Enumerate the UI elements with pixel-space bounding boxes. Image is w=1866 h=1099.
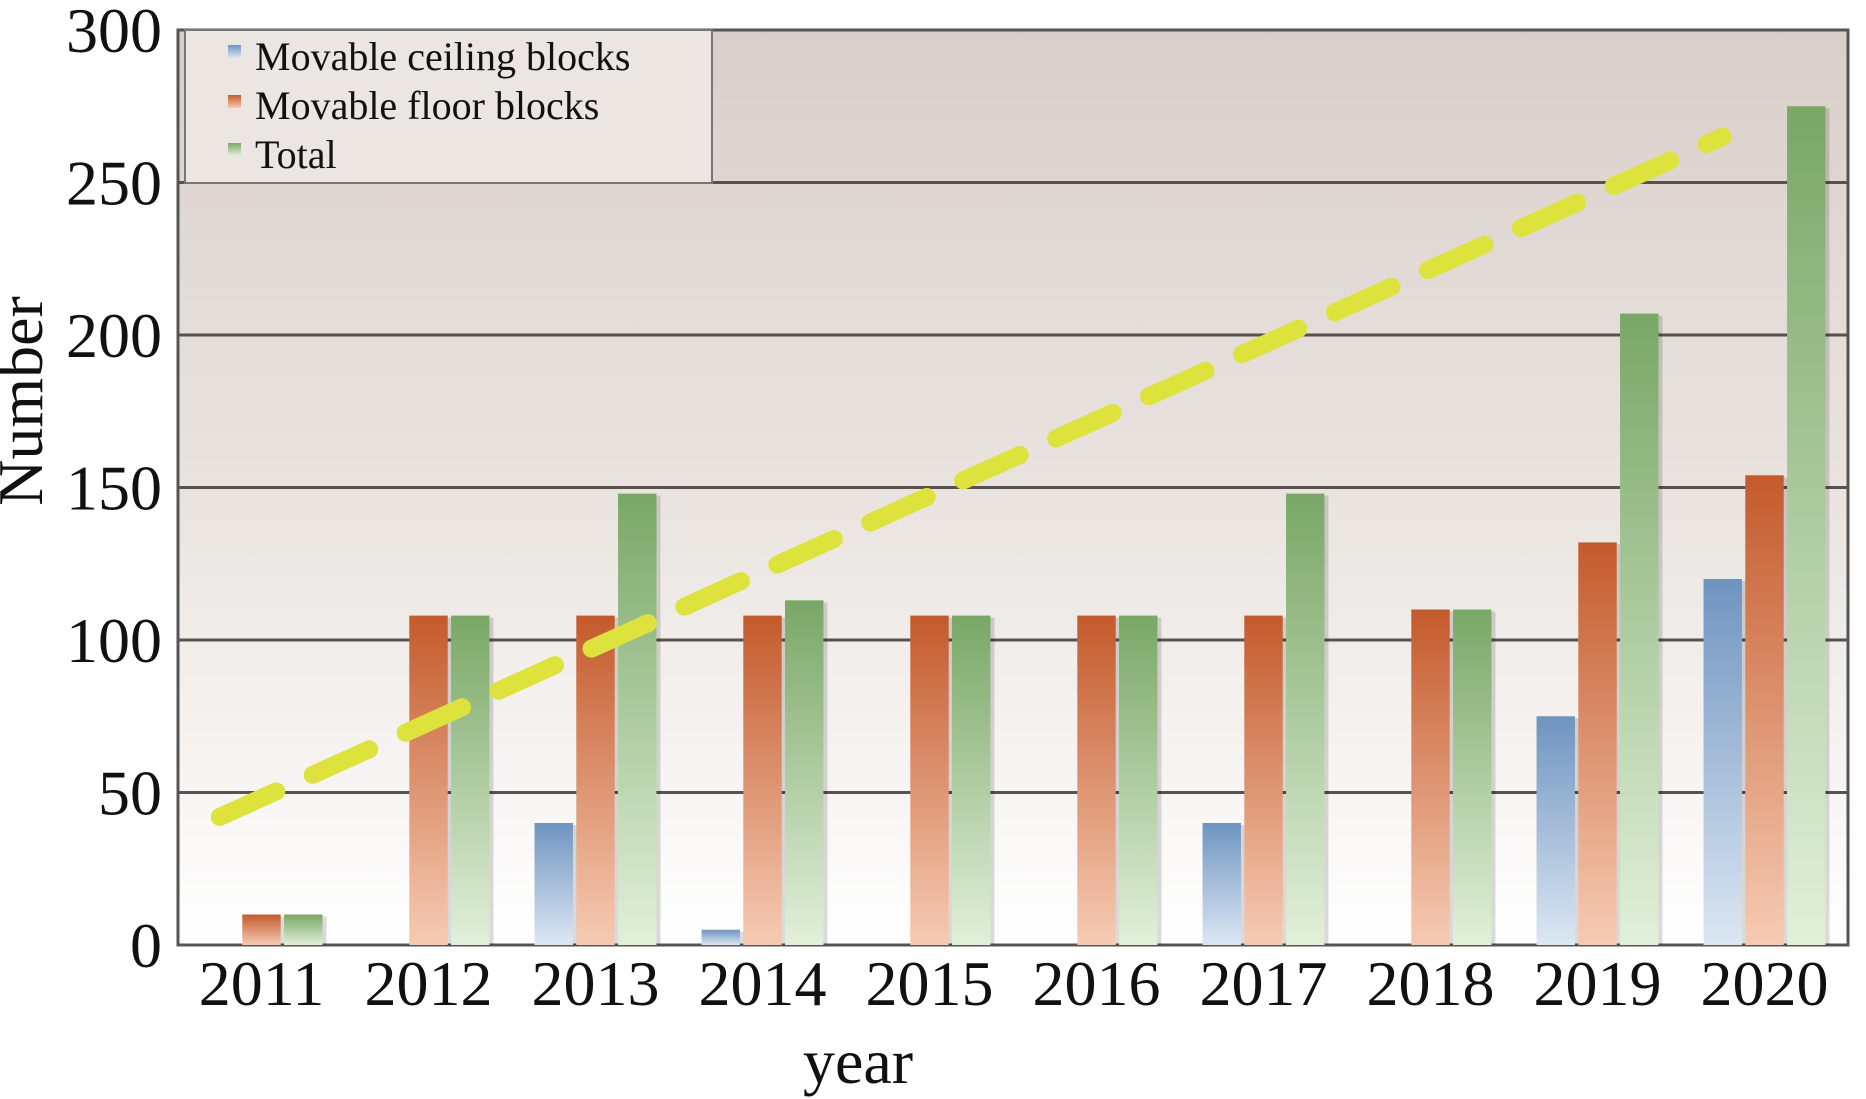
bar [409, 615, 448, 945]
y-tick-label: 300 [66, 0, 162, 66]
bar [1411, 609, 1450, 945]
bar [284, 914, 323, 945]
x-tick-label: 2014 [699, 948, 827, 1019]
legend-label-ceiling: Movable ceiling blocks [255, 34, 630, 79]
bar [534, 823, 573, 945]
legend: Movable ceiling blocks Movable floor blo… [184, 29, 713, 184]
y-tick-label: 250 [66, 148, 162, 219]
bar [1578, 542, 1617, 945]
bar [1286, 493, 1325, 945]
bars [242, 106, 1830, 945]
x-tick-label: 2012 [365, 948, 493, 1019]
legend-item-total: Total [228, 132, 337, 177]
bar [1787, 106, 1826, 945]
bar [1620, 313, 1659, 945]
bar [1745, 475, 1784, 945]
y-tick-label: 150 [66, 453, 162, 524]
y-tick-label: 100 [66, 605, 162, 676]
bar [1119, 615, 1158, 945]
bar [952, 615, 991, 945]
legend-item-floor: Movable floor blocks [228, 83, 599, 128]
x-tick-label: 2019 [1534, 948, 1662, 1019]
bar [1703, 579, 1742, 945]
x-tick-label: 2011 [199, 948, 325, 1019]
bar [1536, 716, 1575, 945]
legend-box [184, 29, 713, 184]
x-tick-label: 2018 [1367, 948, 1495, 1019]
legend-swatch-ceiling [228, 45, 241, 58]
x-tick-label: 2016 [1033, 948, 1161, 1019]
legend-label-total: Total [255, 132, 337, 177]
bar [451, 615, 490, 945]
x-axis-title: year [803, 1026, 913, 1097]
x-tick-label: 2017 [1200, 948, 1328, 1019]
legend-item-ceiling: Movable ceiling blocks [228, 34, 630, 79]
bar [743, 615, 782, 945]
x-tick-labels: 2011 2012 2013 2014 2015 2016 2017 2018 2019 2020 [199, 948, 1829, 1019]
y-tick-label: 50 [98, 758, 162, 829]
bar [576, 615, 615, 945]
bar [910, 615, 949, 945]
x-tick-label: 2015 [866, 948, 994, 1019]
bar [1244, 615, 1283, 945]
trend-line [210, 127, 1732, 826]
bar [1077, 615, 1116, 945]
bar [1453, 609, 1492, 945]
bar [701, 929, 740, 945]
bar [242, 914, 281, 945]
x-tick-label: 2020 [1701, 948, 1829, 1019]
y-tick-labels: 0 50 100 150 200 250 300 [66, 0, 162, 981]
bar [785, 600, 824, 945]
legend-swatch-floor [228, 95, 241, 108]
y-tick-label: 0 [130, 910, 162, 981]
legend-swatch-total [228, 143, 241, 156]
bar [618, 493, 657, 945]
bar [1202, 823, 1241, 945]
y-axis-title: Number [0, 296, 56, 506]
x-tick-label: 2013 [532, 948, 660, 1019]
y-tick-label: 200 [66, 300, 162, 371]
legend-label-floor: Movable floor blocks [255, 83, 599, 128]
